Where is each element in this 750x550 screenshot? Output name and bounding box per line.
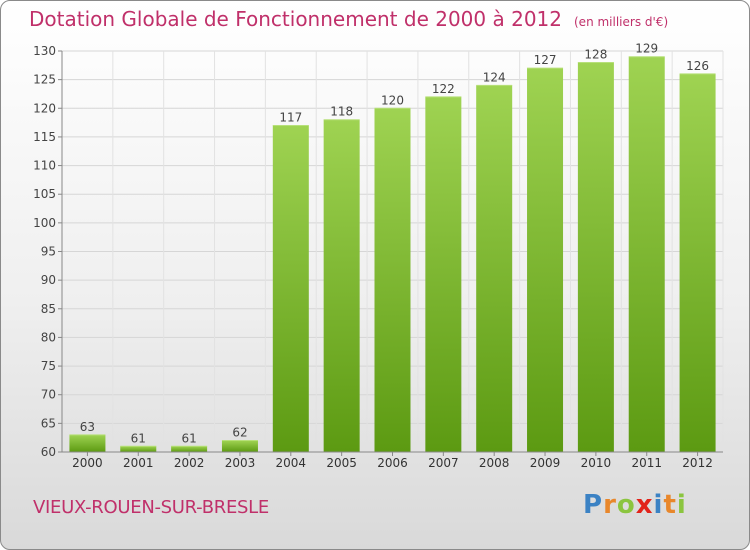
value-label: 62	[232, 426, 247, 440]
y-tick-label: 90	[41, 273, 56, 287]
bar-2005	[323, 119, 360, 452]
y-tick-label: 100	[33, 216, 56, 230]
x-tick-label: 2008	[479, 456, 510, 470]
bar-2002	[171, 446, 208, 452]
bar-2001	[120, 446, 157, 452]
value-label: 61	[131, 431, 146, 445]
value-label: 120	[381, 93, 404, 107]
bar-2009	[527, 68, 564, 452]
labels: 60 65 70 75 80 85 90 95 100 105 110 115 120 125 130 63 2…	[33, 42, 713, 470]
proxiti-logo: Proxiti	[583, 490, 687, 520]
value-label: 124	[483, 70, 506, 84]
x-tick-label: 2003	[225, 456, 256, 470]
bar-2012	[679, 73, 716, 453]
y-tick-label: 115	[33, 130, 56, 144]
chart-title: Dotation Globale de Fonctionnement de 20…	[29, 7, 668, 31]
value-label: 63	[80, 420, 95, 434]
y-tick-label: 75	[41, 359, 56, 373]
x-tick-label: 2001	[123, 456, 154, 470]
x-tick-label: 2000	[72, 456, 103, 470]
logo-letter: t	[663, 490, 677, 520]
bar-2004	[272, 125, 309, 452]
logo-letter: o	[616, 490, 636, 520]
chart-unit: (en milliers d'€)	[574, 15, 669, 29]
y-tick-label: 110	[33, 159, 56, 173]
y-tick-label: 120	[33, 101, 56, 115]
x-tick-label: 2005	[326, 456, 357, 470]
y-tick-label: 85	[41, 302, 56, 316]
bar-2011	[628, 56, 665, 452]
y-tick-label: 70	[41, 388, 56, 402]
y-tick-label: 60	[41, 445, 56, 459]
x-tick-label: 2004	[276, 456, 307, 470]
chart-title-text: Dotation Globale de Fonctionnement de 20…	[29, 7, 562, 31]
x-tick-label: 2002	[174, 456, 205, 470]
logo-letter: P	[583, 490, 604, 520]
value-label: 129	[635, 42, 658, 56]
x-tick-label: 2011	[631, 456, 662, 470]
bar-2007	[425, 96, 462, 452]
x-tick-label: 2012	[682, 456, 713, 470]
y-tick-label: 95	[41, 245, 56, 259]
value-label: 122	[432, 82, 455, 96]
value-label: 117	[279, 110, 302, 124]
y-tick-label: 130	[33, 44, 56, 58]
axes	[58, 50, 723, 456]
bar-2000	[69, 434, 106, 452]
value-label: 127	[534, 53, 557, 67]
bar-2003	[221, 440, 258, 452]
x-tick-label: 2007	[428, 456, 459, 470]
value-label: 118	[330, 105, 353, 119]
x-tick-label: 2009	[530, 456, 561, 470]
x-tick-label: 2010	[581, 456, 612, 470]
y-tick-label: 105	[33, 187, 56, 201]
logo-letter: i	[653, 490, 664, 520]
y-tick-label: 65	[41, 416, 56, 430]
logo-letter: x	[635, 490, 654, 520]
bar-2008	[476, 85, 513, 452]
value-label: 128	[584, 47, 607, 61]
logo-letter: i	[676, 490, 687, 520]
value-label: 61	[181, 431, 196, 445]
bar-2006	[374, 108, 411, 453]
x-tick-label: 2006	[377, 456, 408, 470]
y-tick-label: 80	[41, 330, 56, 344]
value-label: 126	[686, 59, 709, 73]
bars	[69, 56, 716, 453]
y-tick-label: 125	[33, 73, 56, 87]
commune-name: VIEUX-ROUEN-SUR-BRESLE	[33, 497, 269, 518]
bar-2010	[577, 62, 614, 452]
logo-letter: r	[603, 490, 617, 520]
